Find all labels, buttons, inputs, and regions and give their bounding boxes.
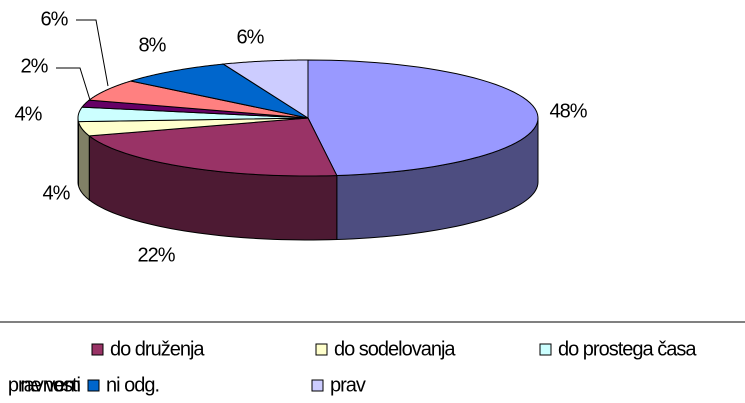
data-label: 4% (43, 182, 71, 204)
legend-label: ne vem (20, 374, 80, 396)
legend-label: do druženja (110, 338, 205, 360)
legend-label: pravnosti (8, 374, 81, 396)
slice (87, 80, 309, 119)
legend-label: ni odg. (106, 374, 159, 396)
slice (221, 59, 309, 119)
legend-marker (539, 343, 552, 356)
data-label: 48% (549, 100, 587, 122)
leader-line (56, 67, 91, 101)
data-label: 6% (41, 8, 69, 30)
legend-marker (91, 343, 104, 356)
slice (87, 117, 338, 177)
leader-line (76, 19, 109, 87)
slice (77, 117, 309, 137)
data-label: 22% (137, 244, 175, 266)
legend-marker (311, 379, 324, 392)
data-label: 8% (139, 34, 167, 56)
data-label: 6% (237, 26, 265, 48)
slice (77, 106, 309, 123)
data-label: 4% (15, 103, 43, 125)
legend-label: do sodelovanja (334, 338, 456, 360)
slice (307, 59, 539, 177)
legend-label: do prostega časa (558, 338, 697, 360)
slice (130, 63, 309, 119)
data-label: 2% (21, 55, 49, 77)
legend-label: prav (330, 374, 366, 396)
legend-marker (315, 343, 328, 356)
legend-marker (87, 379, 100, 392)
